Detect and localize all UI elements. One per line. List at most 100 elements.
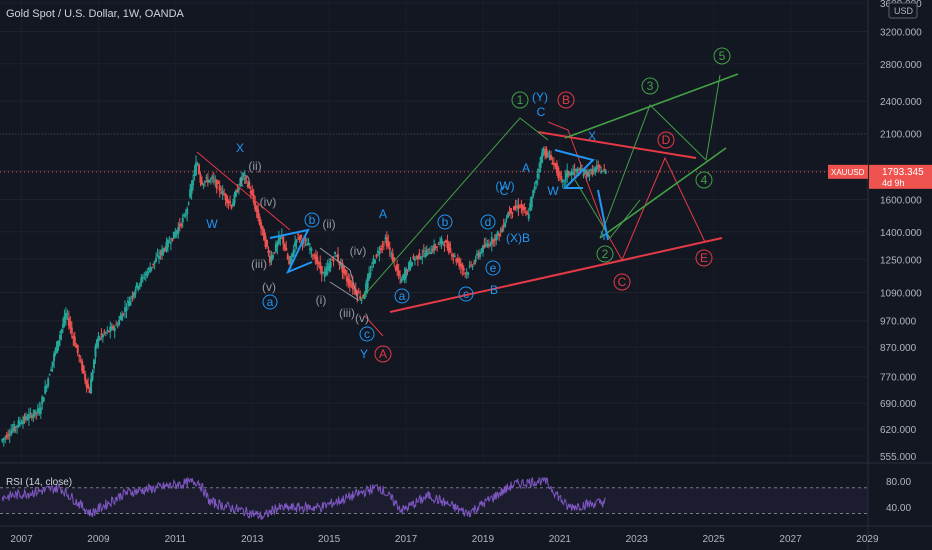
candle-body bbox=[175, 230, 178, 235]
candle-body bbox=[271, 254, 274, 259]
candle-body bbox=[481, 245, 484, 253]
candle-body bbox=[399, 275, 402, 277]
candle-body bbox=[337, 253, 340, 262]
rsi-tick-label: 40.00 bbox=[886, 503, 911, 514]
candle-body bbox=[183, 214, 186, 217]
candle-body bbox=[379, 248, 382, 251]
candle-body bbox=[88, 389, 91, 393]
candle-body bbox=[273, 252, 276, 254]
candle-body bbox=[260, 222, 263, 229]
candle-body bbox=[499, 230, 502, 232]
blue-wave-label: X bbox=[588, 129, 596, 143]
candle-body bbox=[180, 223, 183, 226]
blue-wave-label: c bbox=[364, 327, 370, 341]
candle-body bbox=[73, 336, 76, 346]
candle-body bbox=[471, 266, 474, 268]
candle-body bbox=[487, 243, 490, 246]
candle-body bbox=[313, 258, 316, 260]
candle-body bbox=[369, 272, 372, 275]
price-tick-label: 2800.000 bbox=[880, 60, 922, 71]
candle-body bbox=[530, 196, 533, 208]
candle-body bbox=[227, 202, 230, 204]
candle-body bbox=[236, 189, 239, 193]
candle-body bbox=[240, 177, 243, 181]
candle-body bbox=[75, 345, 78, 348]
candle-body bbox=[90, 378, 93, 394]
candle-body bbox=[283, 244, 286, 250]
candle-body bbox=[331, 259, 334, 261]
candle-body bbox=[131, 296, 134, 298]
candle-body bbox=[70, 327, 73, 334]
candle-body bbox=[255, 205, 258, 213]
candle-body bbox=[452, 254, 455, 257]
blue-label-circle bbox=[437, 214, 453, 230]
candle-body bbox=[447, 243, 450, 253]
red-upper-channel bbox=[537, 131, 697, 159]
candle-body bbox=[434, 246, 437, 248]
candle-body bbox=[95, 339, 98, 348]
candle-body bbox=[591, 169, 594, 175]
time-tick-label: 2027 bbox=[779, 534, 802, 545]
candle-body bbox=[598, 165, 601, 169]
candle-body bbox=[51, 361, 54, 367]
candle-body bbox=[314, 254, 317, 264]
candle-body bbox=[308, 248, 311, 250]
candle-body bbox=[391, 253, 394, 262]
candle-body bbox=[169, 242, 172, 244]
candle-body bbox=[97, 336, 100, 342]
candle-body bbox=[512, 206, 515, 211]
candle-body bbox=[267, 250, 270, 254]
candle-body bbox=[517, 204, 520, 209]
candle-body bbox=[462, 267, 465, 271]
candle-body bbox=[523, 206, 526, 210]
candle-body bbox=[424, 252, 427, 258]
candle-body bbox=[489, 244, 492, 246]
candle-body bbox=[166, 240, 169, 248]
candle-body bbox=[341, 262, 344, 273]
candle-body bbox=[443, 244, 446, 247]
candle-body bbox=[229, 201, 232, 204]
wave-labels: XW(i)(ii)(iii)(iv)(v)ab (ii)(i)(iii) (v)cY… bbox=[206, 47, 731, 363]
red-projection bbox=[547, 121, 706, 262]
candle-body bbox=[217, 181, 220, 184]
candle-body bbox=[94, 346, 97, 357]
blue-wave-label: A bbox=[522, 161, 530, 175]
candle-body bbox=[461, 263, 464, 269]
green-label-circle bbox=[695, 171, 713, 189]
candle-body bbox=[431, 249, 434, 252]
candle-body bbox=[405, 268, 408, 278]
candle-body bbox=[371, 266, 374, 268]
candle-body bbox=[36, 408, 39, 413]
candle-body bbox=[532, 189, 535, 197]
candle-body bbox=[594, 168, 597, 173]
candle-body bbox=[67, 317, 70, 326]
symbol-text: XAUUSD bbox=[831, 168, 865, 177]
candle-body bbox=[477, 254, 480, 256]
candle-body bbox=[430, 251, 433, 255]
candle-body bbox=[495, 234, 498, 241]
candle-body bbox=[242, 172, 245, 175]
candle-body bbox=[149, 267, 152, 273]
candle-body bbox=[575, 169, 578, 172]
candle-body bbox=[458, 259, 461, 267]
candle-body bbox=[579, 168, 582, 171]
candle-body bbox=[603, 168, 606, 171]
candle-body bbox=[294, 242, 297, 247]
candle-body bbox=[412, 256, 415, 259]
blue-wave-label: (v) bbox=[262, 280, 276, 294]
candle-body bbox=[174, 232, 177, 238]
candle-body bbox=[538, 169, 541, 173]
candle-body bbox=[326, 266, 329, 269]
rsi-tick-label: 80.00 bbox=[886, 477, 911, 488]
candle-body bbox=[237, 187, 240, 190]
green-lower-channel bbox=[599, 147, 727, 239]
candle-body bbox=[218, 185, 221, 191]
candle-body bbox=[186, 208, 189, 215]
candle-body bbox=[230, 205, 233, 209]
candle-body bbox=[50, 369, 53, 371]
candle-body bbox=[141, 276, 144, 278]
candle-body bbox=[440, 238, 443, 245]
candle-body bbox=[319, 262, 322, 270]
price-tick-label: 3200.000 bbox=[880, 28, 922, 39]
